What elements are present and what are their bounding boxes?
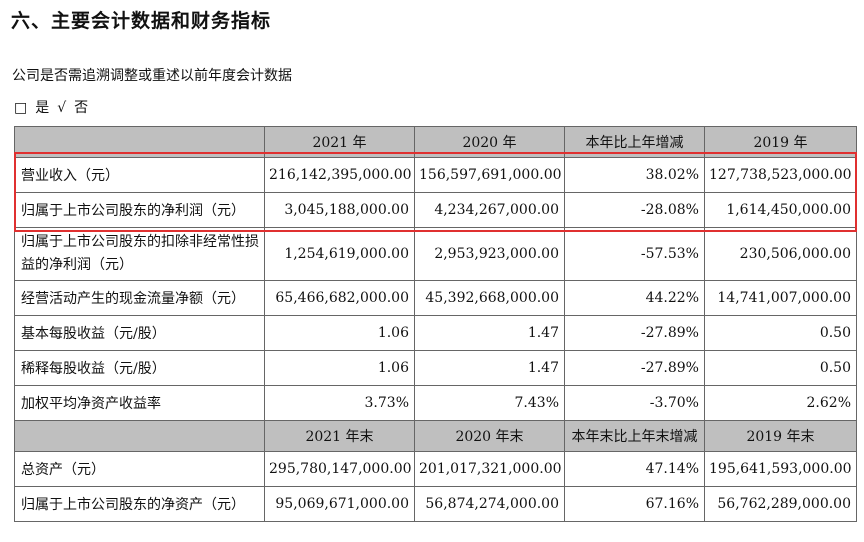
table-header-row: 2021 年 2020 年本年比上年增减 2019 年 [14,126,857,158]
value-cell: 201,017,321,000.00 [414,451,565,487]
value-cell: 2,953,923,000.00 [414,227,565,281]
value-cell: 0.50 [704,350,857,386]
value-cell: 0.50 [704,315,857,351]
checkbox-empty-icon: □ [14,100,28,116]
header-cell [14,420,265,452]
header-cell [14,126,265,158]
value-cell: 1.47 [414,315,565,351]
table-row: 归属于上市公司股东的扣除非经常性损益的净利润（元） 1,254,619,000.0… [14,227,857,281]
value-cell: 65,466,682,000.00 [264,280,415,316]
value-cell: 230,506,000.00 [704,227,857,281]
table-row: 基本每股收益（元/股） 1.06 1.47 -27.89% 0.50 [14,315,857,351]
value-cell: 45,392,668,000.00 [414,280,565,316]
value-cell: 56,762,289,000.00 [704,486,857,522]
row-label-cell: 归属于上市公司股东的净利润（元） [14,192,265,228]
value-cell: 1.06 [264,350,415,386]
value-cell: 1,614,450,000.00 [704,192,857,228]
value-cell: 295,780,147,000.00 [264,451,415,487]
value-cell: 95,069,671,000.00 [264,486,415,522]
table-row: 总资产（元） 295,780,147,000.00 201,017,321,000.… [14,451,857,487]
value-cell: 67.16% [564,486,705,522]
value-cell: -27.89% [564,315,705,351]
value-cell: 14,741,007,000.00 [704,280,857,316]
value-cell: 127,738,523,000.00 [704,157,857,193]
value-cell: -27.89% [564,350,705,386]
row-label-cell: 稀释每股收益（元/股） [14,350,265,386]
table-row: 归属于上市公司股东的净利润（元） 3,045,188,000.00 4,234,26… [14,192,857,228]
row-label-cell: 经营活动产生的现金流量净额（元） [14,280,265,316]
header-cell: 2020 年 [414,126,565,158]
check-mark-icon: √ [57,100,67,116]
value-cell: 156,597,691,000.00 [414,157,565,193]
table-row: 经营活动产生的现金流量净额（元） 65,466,682,000.00 45,392,… [14,280,857,316]
row-label-cell: 总资产（元） [14,451,265,487]
header-cell: 本年比上年增减 [564,126,705,158]
header-cell: 本年末比上年末增减 [564,420,705,452]
table-row: 稀释每股收益（元/股） 1.06 1.47 -27.89% 0.50 [14,350,857,386]
value-cell: 44.22% [564,280,705,316]
value-cell: 1.06 [264,315,415,351]
value-cell: -3.70% [564,385,705,421]
value-cell: -57.53% [564,227,705,281]
value-cell: 216,142,395,000.00 [264,157,415,193]
section-title: 六、主要会计数据和财务指标 [11,10,272,32]
value-cell: 1,254,619,000.00 [264,227,415,281]
value-cell: 3,045,188,000.00 [264,192,415,228]
restatement-question: 公司是否需追溯调整或重述以前年度会计数据 [12,68,292,84]
header-cell: 2019 年 [704,126,857,158]
restatement-answer: □ 是 √ 否 [14,97,96,117]
value-cell: 47.14% [564,451,705,487]
value-cell: 3.73% [264,385,415,421]
value-cell: 195,641,593,000.00 [704,451,857,487]
value-cell: -28.08% [564,192,705,228]
header-cell: 2021 年末 [264,420,415,452]
table-row: 归属于上市公司股东的净资产（元） 95,069,671,000.00 56,874,… [14,486,857,522]
answer-yes-label: 是 [35,100,50,116]
value-cell: 2.62% [704,385,857,421]
value-cell: 56,874,274,000.00 [414,486,565,522]
header-cell: 2020 年末 [414,420,565,452]
row-label-cell: 归属于上市公司股东的净资产（元） [14,486,265,522]
financial-data-table: 2021 年 2020 年本年比上年增减 2019 年营业收入（元） 216,142,… [14,126,857,522]
row-label-cell: 归属于上市公司股东的扣除非经常性损益的净利润（元） [14,227,265,281]
row-label-cell: 加权平均净资产收益率 [14,385,265,421]
table-header-row: 2021 年末 2020 年末 本年末比上年末增减 2019 年末 [14,420,857,452]
value-cell: 38.02% [564,157,705,193]
header-cell: 2019 年末 [704,420,857,452]
table-row: 营业收入（元） 216,142,395,000.00 156,597,691,000… [14,157,857,193]
value-cell: 7.43% [414,385,565,421]
value-cell: 4,234,267,000.00 [414,192,565,228]
value-cell: 1.47 [414,350,565,386]
answer-no-label: 否 [74,100,89,116]
header-cell: 2021 年 [264,126,415,158]
row-label-cell: 营业收入（元） [14,157,265,193]
row-label-cell: 基本每股收益（元/股） [14,315,265,351]
table-row: 加权平均净资产收益率 3.73% 7.43% -3.70% 2.62% [14,385,857,421]
